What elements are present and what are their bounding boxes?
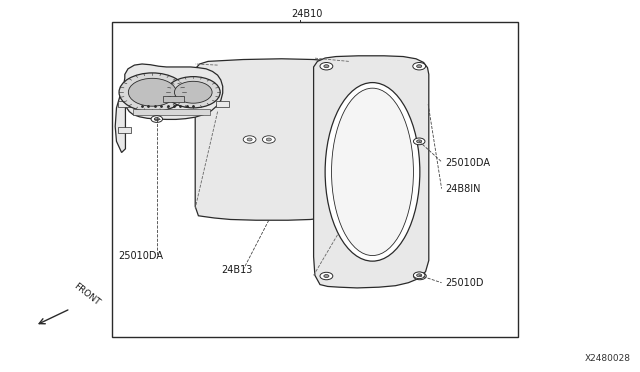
Circle shape xyxy=(320,62,333,70)
Circle shape xyxy=(243,136,256,143)
Circle shape xyxy=(413,138,425,145)
Circle shape xyxy=(129,78,176,106)
Text: X2480028: X2480028 xyxy=(584,354,630,363)
Bar xyxy=(112,22,518,337)
Circle shape xyxy=(119,73,186,112)
Circle shape xyxy=(166,77,220,108)
Circle shape xyxy=(266,138,271,141)
Circle shape xyxy=(324,65,329,68)
Bar xyxy=(163,96,184,102)
Bar xyxy=(133,109,210,115)
Circle shape xyxy=(320,272,333,280)
Text: 25010D: 25010D xyxy=(445,278,483,288)
Polygon shape xyxy=(115,64,223,153)
Text: 24B8IN: 24B8IN xyxy=(445,183,480,193)
Bar xyxy=(216,101,229,107)
Ellipse shape xyxy=(325,83,420,261)
Circle shape xyxy=(417,65,422,68)
Text: 25010DA: 25010DA xyxy=(118,250,163,260)
Circle shape xyxy=(417,274,422,277)
Text: 25010DA: 25010DA xyxy=(445,157,490,167)
Circle shape xyxy=(417,275,422,278)
Ellipse shape xyxy=(332,88,413,256)
Circle shape xyxy=(247,138,252,141)
Polygon shape xyxy=(195,59,349,220)
Circle shape xyxy=(413,272,426,280)
Text: FRONT: FRONT xyxy=(72,282,102,308)
Circle shape xyxy=(175,81,212,103)
Bar xyxy=(118,127,131,133)
Circle shape xyxy=(154,118,159,121)
Circle shape xyxy=(413,272,425,279)
Circle shape xyxy=(413,62,426,70)
Circle shape xyxy=(324,275,329,278)
Bar xyxy=(118,101,131,107)
Text: 24B13: 24B13 xyxy=(221,265,252,275)
Circle shape xyxy=(151,116,163,122)
Text: 24B10: 24B10 xyxy=(291,9,323,19)
Circle shape xyxy=(417,140,422,143)
Circle shape xyxy=(262,136,275,143)
Polygon shape xyxy=(314,56,429,288)
